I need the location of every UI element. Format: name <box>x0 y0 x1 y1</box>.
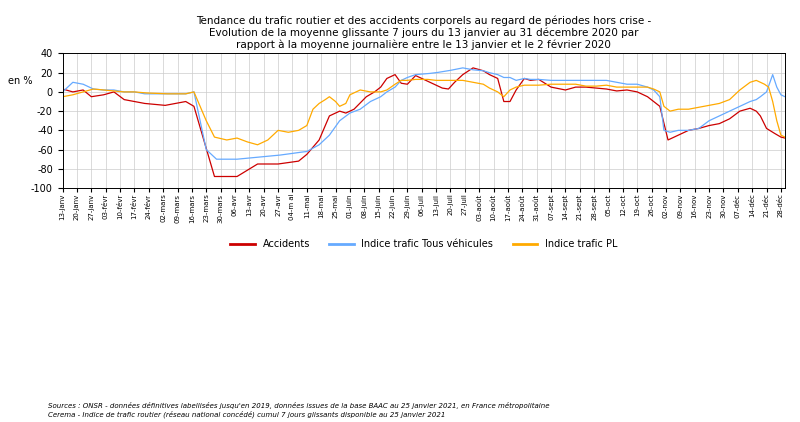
Accidents <box>486 73 496 78</box>
Accidents <box>586 85 595 90</box>
Indice trafic PL <box>780 135 790 140</box>
Indice trafic Tous véhicules <box>458 65 467 70</box>
Indice trafic PL <box>152 91 162 96</box>
Legend: Accidents, Indice trafic Tous véhicules, Indice trafic PL: Accidents, Indice trafic Tous véhicules,… <box>226 235 621 253</box>
Line: Indice trafic Tous véhicules: Indice trafic Tous véhicules <box>62 68 785 159</box>
Accidents <box>468 65 478 70</box>
Accidents <box>780 135 790 141</box>
Accidents <box>458 72 467 77</box>
Title: Tendance du trafic routier et des accidents corporels au regard de périodes hors: Tendance du trafic routier et des accide… <box>196 15 651 50</box>
Accidents <box>152 102 162 107</box>
Indice trafic PL <box>688 106 698 111</box>
Line: Accidents: Accidents <box>62 68 785 176</box>
Line: Indice trafic PL: Indice trafic PL <box>62 79 785 145</box>
Indice trafic Tous véhicules <box>780 94 790 99</box>
Indice trafic Tous véhicules <box>58 89 67 95</box>
Indice trafic Tous véhicules <box>460 66 470 71</box>
Text: Sources : ONSR - données définitives labellisées jusqu'en 2019, données issues d: Sources : ONSR - données définitives lab… <box>48 402 550 418</box>
Accidents <box>161 103 170 108</box>
Indice trafic PL <box>410 77 420 82</box>
Indice trafic PL <box>161 91 170 96</box>
Indice trafic PL <box>586 84 595 89</box>
Indice trafic PL <box>253 142 262 147</box>
Indice trafic Tous véhicules <box>688 127 698 132</box>
Indice trafic PL <box>486 87 496 92</box>
Indice trafic Tous véhicules <box>161 91 170 96</box>
Indice trafic Tous véhicules <box>152 91 162 96</box>
Indice trafic Tous véhicules <box>486 70 496 76</box>
Accidents <box>210 174 219 179</box>
Indice trafic PL <box>460 78 470 83</box>
Accidents <box>688 127 698 132</box>
Accidents <box>58 87 67 92</box>
Indice trafic PL <box>58 94 67 99</box>
Indice trafic Tous véhicules <box>586 78 595 83</box>
Text: en %: en % <box>8 76 33 86</box>
Indice trafic Tous véhicules <box>212 157 222 162</box>
